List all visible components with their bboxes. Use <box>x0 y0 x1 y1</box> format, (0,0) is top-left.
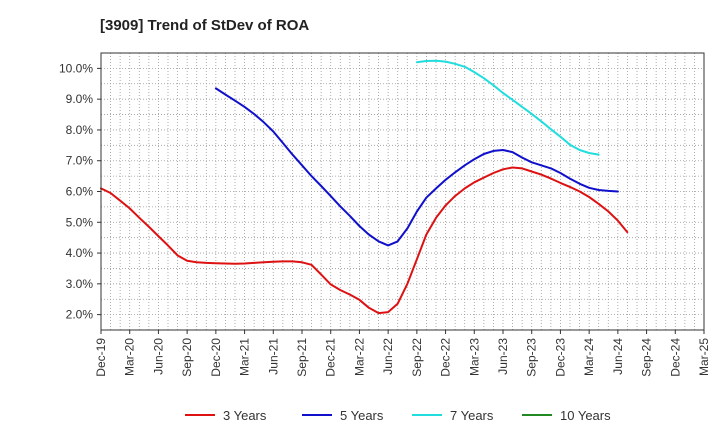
legend-label: 3 Years <box>223 408 267 423</box>
x-tick-label: Dec-21 <box>324 338 338 377</box>
series-line-7-years <box>415 59 600 156</box>
legend: 3 Years 5 Years 7 Years 10 Years <box>185 408 611 423</box>
x-tick-label: Jun-21 <box>266 338 280 375</box>
series-line-3-years <box>100 166 629 315</box>
x-tick-label: Mar-24 <box>582 338 596 376</box>
y-tick-label: 4.0% <box>66 246 94 260</box>
x-tick-label: Mar-21 <box>238 338 252 376</box>
y-tick-label: 8.0% <box>66 123 94 137</box>
series-line-5-years <box>214 87 619 247</box>
x-tick-label: Sep-23 <box>525 338 539 377</box>
y-tick-label: 5.0% <box>66 215 94 229</box>
y-tick-label: 7.0% <box>66 154 94 168</box>
chart-title: [3909] Trend of StDev of ROA <box>100 17 309 34</box>
y-tick-labels: 2.0% 3.0% 4.0% 5.0% 6.0% 7.0% 8.0% 9.0% 10.0% <box>59 61 101 322</box>
x-tick-label: Sep-24 <box>640 338 654 377</box>
x-tick-label: Jun-20 <box>151 338 165 375</box>
x-tick-label: Dec-20 <box>209 338 223 377</box>
x-tick-label: Mar-23 <box>467 338 481 376</box>
legend-label: 5 Years <box>340 408 384 423</box>
x-tick-label: Dec-24 <box>668 338 682 377</box>
series-layer <box>100 59 629 315</box>
y-tick-label: 3.0% <box>66 277 94 291</box>
x-tick-label: Dec-23 <box>553 338 567 377</box>
x-tick-label: Sep-21 <box>295 338 309 377</box>
x-tick-label: Sep-22 <box>410 338 424 377</box>
y-tick-label: 6.0% <box>66 185 94 199</box>
x-tick-labels: Dec-19 Mar-20 Jun-20 Sep-20 Dec-20 Mar-21 Jun-… <box>94 330 711 377</box>
y-tick-label: 2.0% <box>66 308 94 322</box>
x-tick-label: Jun-22 <box>381 338 395 375</box>
x-tick-label: Mar-20 <box>123 338 137 376</box>
x-tick-label: Jun-24 <box>611 338 625 375</box>
x-tick-label: Dec-22 <box>439 338 453 377</box>
x-tick-label: Mar-22 <box>352 338 366 376</box>
x-tick-label: Mar-25 <box>697 338 711 376</box>
grid-layer <box>100 52 705 331</box>
x-tick-label: Dec-19 <box>94 338 108 377</box>
y-tick-label: 9.0% <box>66 92 94 106</box>
legend-label: 10 Years <box>560 408 611 423</box>
x-tick-label: Sep-20 <box>180 338 194 377</box>
plot-frame <box>100 52 705 331</box>
y-tick-label: 10.0% <box>59 61 93 75</box>
x-tick-label: Jun-23 <box>496 338 510 375</box>
legend-label: 7 Years <box>450 408 494 423</box>
